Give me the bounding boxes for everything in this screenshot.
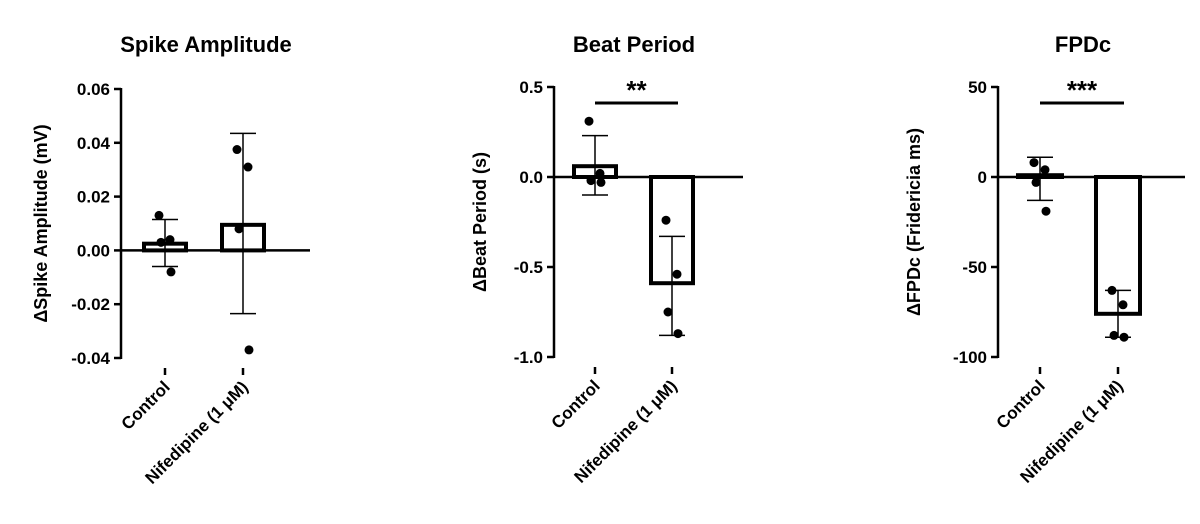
data-point: [1031, 177, 1041, 187]
data-point: [165, 235, 175, 245]
x-category-label: Control: [993, 376, 1049, 432]
y-tick-label: -0.5: [514, 258, 543, 277]
panel-spike-amplitude: Spike Amplitude -0.04 -0.02 0.00 0.02 0.04 0.0…: [31, 32, 310, 488]
data-point: [661, 215, 671, 225]
y-tick-label: -50: [962, 258, 987, 277]
y-tick-label: 0.00: [77, 241, 110, 260]
data-point: [673, 329, 683, 339]
data-point: [584, 116, 594, 126]
data-point: [595, 168, 605, 178]
x-category-label: Control: [118, 377, 174, 433]
data-point: [243, 162, 253, 172]
data-point: [596, 177, 606, 187]
y-tick-label: 0.04: [77, 134, 111, 153]
data-point: [663, 307, 673, 317]
panel-beat-period: Beat Period -1.0 -0.5 0.0 0.5 ΔBeat Period (s…: [470, 32, 743, 487]
y-tick-label: 50: [968, 78, 987, 97]
significance-label: ***: [1067, 75, 1098, 105]
y-axis-label: ΔBeat Period (s): [470, 152, 490, 292]
y-axis-label: ΔFPDc (Fridericia ms): [904, 128, 924, 316]
y-tick-label: 0: [978, 168, 987, 187]
significance-label: **: [626, 75, 647, 105]
data-point: [156, 237, 166, 247]
data-point: [1118, 300, 1128, 310]
data-point: [1119, 332, 1129, 342]
data-point: [232, 145, 242, 155]
chart-title: Beat Period: [573, 32, 695, 57]
y-tick-label: 0.5: [519, 78, 543, 97]
y-tick-label: 0.06: [77, 80, 110, 99]
data-point: [244, 345, 254, 355]
y-tick-label: 0.02: [77, 188, 110, 207]
data-point: [672, 269, 682, 279]
data-point: [166, 267, 176, 277]
y-axis-label: ΔSpike Amplitude (mV): [31, 124, 51, 322]
panel-fpdc: FPDc -100 -50 0 50 ΔFPDc (Fridericia ms) Contr…: [904, 32, 1185, 487]
data-point: [586, 176, 596, 186]
x-category-label: Control: [548, 376, 604, 432]
data-point: [234, 224, 244, 234]
chart-title: FPDc: [1055, 32, 1111, 57]
chart-title: Spike Amplitude: [120, 32, 292, 57]
y-tick-label: 0.0: [519, 168, 543, 187]
data-point: [154, 210, 164, 220]
y-tick-label: -0.04: [71, 349, 110, 368]
y-tick-label: -100: [953, 348, 987, 367]
data-point: [1109, 330, 1119, 340]
data-point: [1107, 285, 1117, 295]
data-point: [1029, 158, 1039, 168]
data-point: [1041, 206, 1051, 216]
y-tick-label: -0.02: [71, 295, 110, 314]
y-tick-label: -1.0: [514, 348, 543, 367]
data-point: [1040, 165, 1050, 175]
